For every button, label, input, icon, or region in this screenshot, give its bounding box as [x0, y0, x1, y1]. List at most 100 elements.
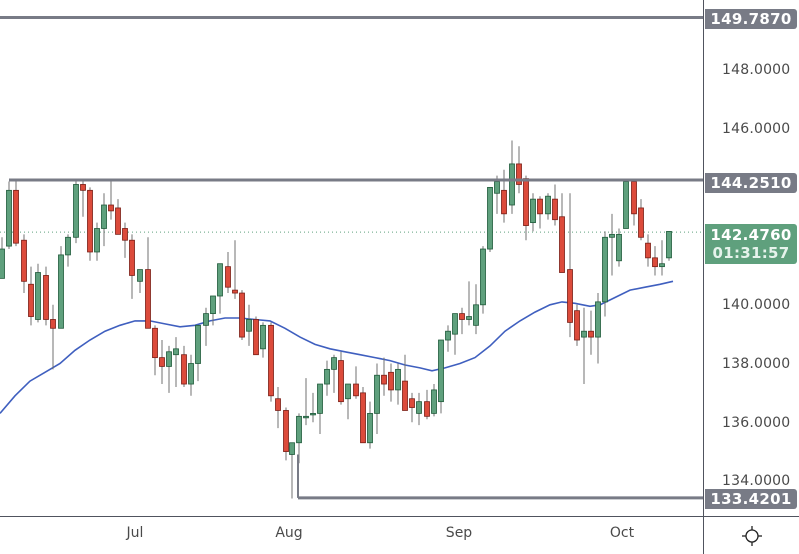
candle-up — [545, 195, 551, 215]
candle-up — [487, 186, 493, 250]
candle-up — [494, 181, 500, 194]
candle-down — [268, 324, 274, 397]
candle-up — [296, 415, 302, 444]
candle-down — [409, 398, 415, 408]
price-tick: 146.0000 — [722, 121, 791, 137]
candle-up — [331, 357, 337, 370]
candle-up — [195, 324, 201, 364]
candle-down — [360, 392, 366, 444]
month-label-sep: Sep — [445, 525, 473, 541]
candle-up — [166, 351, 172, 367]
last-price-value: 142.4760 — [710, 226, 792, 244]
time-axis[interactable]: Jul Aug Sep Oct — [0, 516, 703, 554]
candle-up — [431, 389, 437, 414]
price-tick: 134.0000 — [722, 473, 791, 489]
candle-up — [6, 189, 12, 247]
moving-average-line — [0, 280, 674, 414]
candle-up — [445, 330, 451, 341]
candle-up — [466, 316, 472, 320]
candle-up — [310, 412, 316, 416]
candle-up — [659, 263, 665, 268]
candle-up — [530, 198, 536, 224]
candle-up — [73, 184, 79, 238]
candle-up — [666, 231, 672, 259]
candle-down — [28, 283, 34, 317]
candle-down — [588, 330, 594, 338]
candle-up — [623, 181, 629, 229]
chart-plot-area[interactable] — [0, 0, 703, 516]
candle-up — [217, 263, 223, 297]
candle-down — [21, 239, 27, 282]
candle-down — [567, 269, 573, 323]
price-axis[interactable]: 148.0000 146.0000 140.0000 138.0000 136.… — [703, 0, 799, 516]
candle-down — [424, 401, 430, 417]
candle-down — [381, 374, 387, 385]
candle-down — [122, 228, 128, 241]
candlestick-plot[interactable] — [0, 0, 703, 516]
price-tick: 136.0000 — [722, 415, 791, 431]
level-tag-resistance: 144.2510 — [705, 173, 797, 193]
candle-down — [652, 257, 658, 268]
candle-up — [473, 304, 479, 326]
candle-down — [523, 178, 529, 226]
candle-up — [137, 269, 143, 282]
settings-sun-icon — [742, 525, 762, 546]
candle-up — [101, 204, 107, 229]
candle-up — [609, 233, 615, 238]
candle-down — [80, 184, 86, 191]
candle-down — [338, 360, 344, 403]
candle-down — [232, 289, 238, 294]
candle-down — [181, 354, 187, 385]
candle-down — [353, 383, 359, 397]
candle-up — [345, 383, 351, 400]
candle-up — [367, 412, 373, 444]
candle-up — [173, 348, 179, 356]
candle-down — [459, 313, 465, 320]
candle-down — [50, 319, 56, 329]
candle-down — [631, 181, 637, 215]
candle-down — [537, 198, 543, 215]
candle-up — [616, 233, 622, 262]
candle-down — [516, 163, 522, 185]
candle-down — [388, 371, 394, 391]
candle-up — [480, 248, 486, 306]
candle-up — [395, 368, 401, 391]
candle-down — [43, 275, 49, 320]
candle-up — [65, 236, 71, 256]
candle-down — [283, 410, 289, 452]
candle-up — [289, 442, 295, 455]
level-tag-top: 149.7870 — [705, 9, 797, 29]
candle-up — [317, 383, 323, 414]
candle-up — [581, 330, 587, 338]
candle-up — [416, 401, 422, 414]
candle-down — [559, 216, 565, 273]
bar-countdown: 01:31:57 — [712, 244, 790, 262]
candle-up — [260, 324, 266, 350]
candle-down — [13, 189, 19, 244]
candle-up — [188, 363, 194, 385]
candle-down — [253, 319, 259, 356]
candle-up — [595, 301, 601, 338]
candle-up — [452, 313, 458, 335]
candle-down — [645, 242, 651, 259]
candle-down — [108, 204, 114, 212]
month-label-oct: Oct — [609, 525, 635, 541]
chart-settings-button[interactable] — [703, 516, 799, 554]
candle-down — [239, 292, 245, 338]
level-tag-support: 133.4201 — [705, 489, 797, 509]
candle-down — [638, 207, 644, 238]
candle-up — [94, 228, 100, 253]
candle-up — [246, 319, 252, 332]
candle-up — [203, 313, 209, 326]
candle-down — [501, 189, 507, 215]
candle-down — [552, 198, 558, 221]
candle-up — [438, 339, 444, 403]
candle-up — [303, 415, 309, 419]
candle-down — [145, 269, 151, 329]
candle-down — [402, 380, 408, 411]
price-tick: 140.0000 — [722, 297, 791, 313]
month-label-jul: Jul — [126, 525, 144, 541]
candle-down — [129, 239, 135, 276]
candle-up — [58, 254, 64, 329]
candle-down — [275, 398, 281, 411]
